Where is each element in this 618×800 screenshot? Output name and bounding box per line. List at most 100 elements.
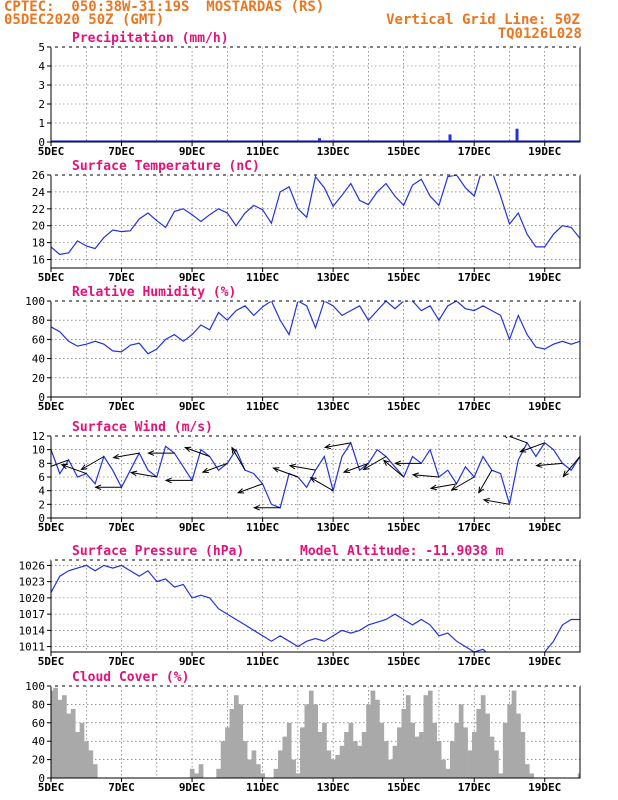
x-tick-label: 19DEC [528, 271, 561, 284]
wind-arrow [81, 456, 105, 470]
x-tick-label: 17DEC [458, 655, 491, 668]
cloud-bar [357, 745, 363, 778]
wind-arrow [430, 483, 457, 489]
wind-arrow [237, 483, 263, 494]
wind-arrow-head [504, 436, 508, 439]
cloud-bar [51, 690, 54, 778]
wind-arrow-head [288, 463, 296, 470]
x-tick-label: 9DEC [179, 145, 206, 158]
cloud-bar [53, 687, 58, 778]
cloud-bar [260, 773, 266, 778]
cloud-bar [242, 741, 248, 778]
cloud-bar [485, 713, 490, 778]
cloud-bar [471, 732, 477, 778]
y-tick-label: 1017 [19, 608, 46, 621]
x-tick-label: 13DEC [317, 271, 350, 284]
cloud-bar [392, 745, 398, 778]
y-tick-label: 20 [32, 754, 45, 767]
x-tick-label: 5DEC [38, 145, 65, 158]
y-tick-label: 4 [38, 60, 45, 73]
cloud-bar [286, 722, 292, 778]
cloud-bar [388, 759, 393, 778]
wind-arrow-head [112, 453, 120, 460]
rh-line [51, 301, 580, 355]
y-tick-label: 60 [32, 717, 45, 730]
x-tick-label: 7DEC [108, 781, 135, 794]
cloud-bar [379, 722, 385, 778]
wind-arrow [61, 464, 87, 475]
y-tick-label: 100 [25, 680, 45, 693]
cloud-bar [251, 750, 257, 778]
x-tick-label: 7DEC [108, 521, 135, 534]
wind-arrow [131, 471, 157, 478]
cloud-bar [423, 695, 429, 778]
precip-bar [448, 134, 452, 142]
cloud-bar [291, 759, 296, 778]
y-tick-label: 1023 [19, 576, 46, 589]
cloud-bar [233, 695, 239, 778]
cloud-bar [300, 727, 305, 778]
wind-arrow-head [323, 443, 332, 450]
cloud-bar [436, 741, 442, 778]
temp-series [51, 175, 580, 256]
y-tick-label: 16 [32, 254, 45, 267]
wind-arrow-head [129, 470, 138, 477]
x-tick-label: 5DEC [38, 521, 65, 534]
wind-arrow-head [342, 467, 350, 474]
wind-arrow [451, 476, 475, 491]
wind-arrow-head [231, 446, 238, 454]
wind-arrow [325, 442, 351, 448]
x-tick-label: 11DEC [246, 145, 279, 158]
temp-title: Surface Temperature (nC) [72, 159, 260, 174]
cloud-bar [225, 727, 230, 778]
wind-arrow-head [382, 459, 390, 466]
rh-series [51, 301, 580, 355]
x-tick-label: 7DEC [108, 655, 135, 668]
press-frame [50, 559, 581, 653]
cloud-title: Cloud Cover (%) [72, 670, 189, 685]
cloud-bar [308, 690, 314, 778]
wind-arrow [273, 467, 299, 478]
wind-arrow [51, 459, 69, 467]
cloud-frame [50, 685, 581, 779]
rh-frame [50, 300, 581, 398]
y-tick-label: 5 [38, 41, 45, 54]
x-tick-label: 7DEC [108, 271, 135, 284]
cloud-bar [366, 704, 371, 778]
cloud-bar [79, 722, 85, 778]
wind-arrow [113, 452, 140, 459]
cloud-bar [454, 722, 460, 778]
y-tick-label: 26 [32, 169, 45, 182]
cloud-bar [401, 709, 407, 778]
x-tick-label: 9DEC [179, 400, 206, 413]
temp-frame [50, 174, 581, 269]
cloud-bar [198, 764, 204, 778]
cloud-bar [397, 727, 402, 778]
x-tick-label: 15DEC [387, 271, 420, 284]
y-tick-label: 0 [38, 772, 45, 785]
cloud-bar [282, 736, 288, 778]
cloud-bar [335, 755, 341, 778]
wind-arrow-head [236, 488, 245, 494]
wind-arrow-head [450, 484, 458, 491]
x-tick-label: 11DEC [246, 781, 279, 794]
x-tick-label: 11DEC [246, 271, 279, 284]
precip-bar [515, 128, 519, 142]
cloud-bar [494, 750, 499, 778]
x-tick-label: 17DEC [458, 145, 491, 158]
wind-arrow [289, 465, 316, 471]
press-panel [47, 559, 581, 656]
x-tick-label: 11DEC [246, 521, 279, 534]
cloud-bar [278, 750, 283, 778]
x-tick-label: 11DEC [246, 655, 279, 668]
wind-arrow-head [309, 477, 317, 483]
y-tick-label: 60 [32, 333, 45, 346]
press-line [51, 564, 580, 652]
x-tick-label: 13DEC [317, 521, 350, 534]
cloud-bar [511, 690, 517, 778]
wind-arrow [202, 462, 228, 473]
press-series [51, 564, 580, 652]
wind-arrow-head [201, 467, 209, 474]
cloud-bar [339, 745, 345, 778]
x-tick-label: 19DEC [528, 145, 561, 158]
